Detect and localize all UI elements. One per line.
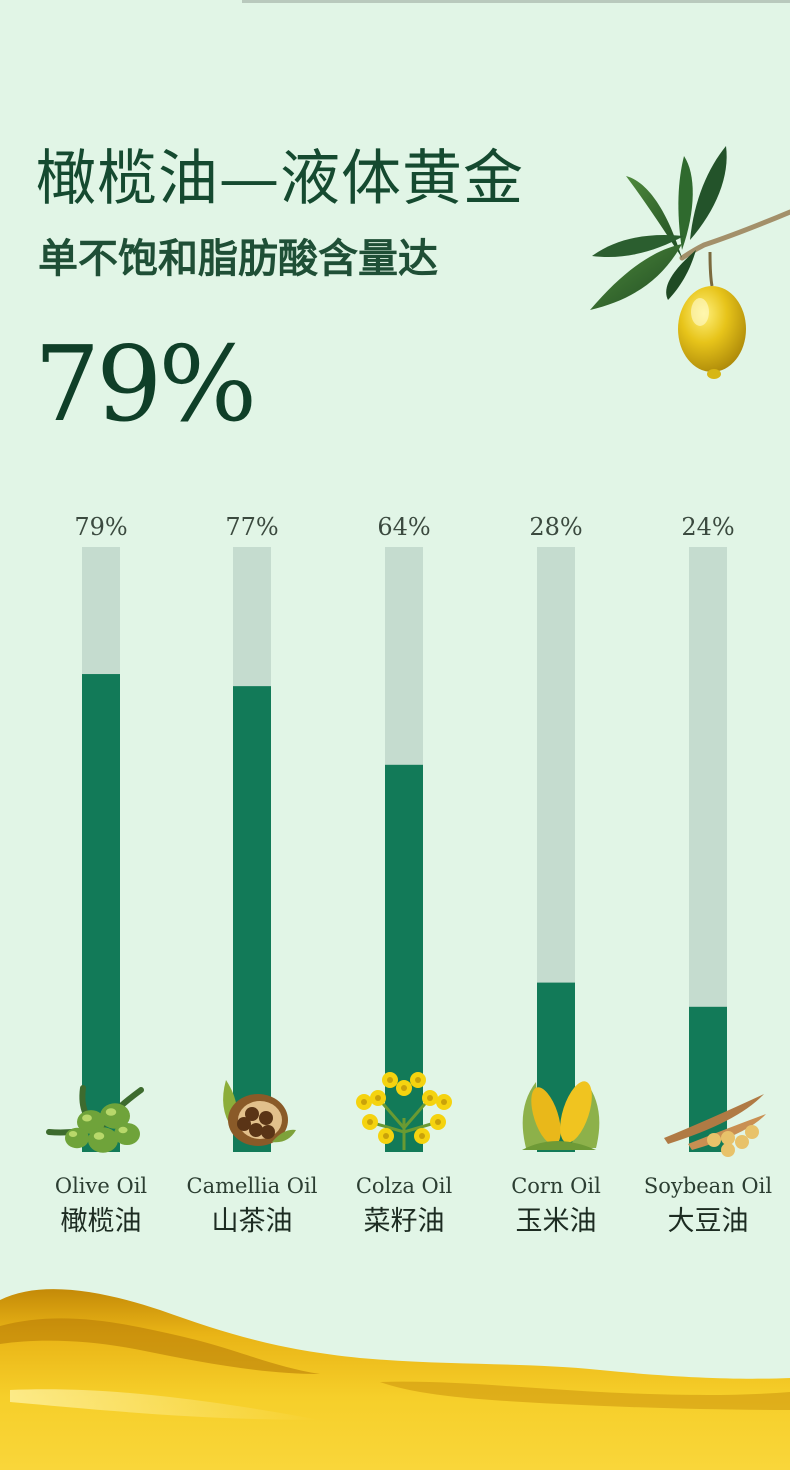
highlight-percentage: 79% <box>34 323 257 445</box>
olive-branch-icon <box>590 146 790 379</box>
camellia-seed-icon <box>223 1080 296 1146</box>
soybean-icon <box>664 1094 766 1157</box>
page-title: 橄榄油—液体黄金 <box>36 144 524 214</box>
category-label-en: Olive Oil <box>55 1174 148 1198</box>
category-label-en: Corn Oil <box>511 1174 601 1198</box>
category-label-zh: 大豆油 <box>668 1206 749 1237</box>
bar-chart: 79% Olive Oil 橄榄油 77% Camellia Oil 山茶油 64% Colz… <box>46 513 772 1237</box>
page-subtitle: 单不饱和脂肪酸含量达 <box>38 236 438 282</box>
bar <box>233 686 271 1152</box>
bar <box>82 674 120 1152</box>
bar-value-label: 24% <box>681 513 734 541</box>
bar-value-label: 64% <box>377 513 430 541</box>
bar-value-label: 77% <box>225 513 278 541</box>
olive-icon <box>46 1085 144 1153</box>
category-label-zh: 菜籽油 <box>364 1206 445 1237</box>
category-label-en: Colza Oil <box>356 1174 453 1198</box>
oil-wave-decoration <box>0 1289 790 1470</box>
colza-flower-icon <box>356 1072 452 1150</box>
category-label-zh: 橄榄油 <box>61 1206 142 1237</box>
top-divider <box>242 0 790 3</box>
category-label-zh: 玉米油 <box>516 1206 597 1237</box>
corn-icon <box>522 1081 600 1150</box>
bar-value-label: 28% <box>529 513 582 541</box>
category-label-en: Soybean Oil <box>644 1174 772 1198</box>
category-label-en: Camellia Oil <box>187 1174 318 1198</box>
category-label-zh: 山茶油 <box>212 1206 293 1237</box>
bar-value-label: 79% <box>74 513 127 541</box>
